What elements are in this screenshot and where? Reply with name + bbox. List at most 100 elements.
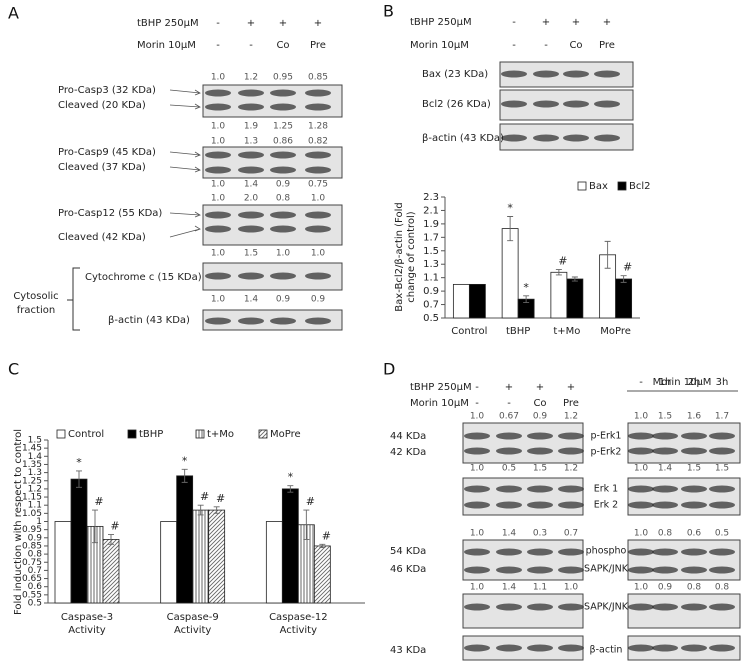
densitometry-value: 1.0 xyxy=(311,249,326,259)
blot-label: Cleaved (37 KDa) xyxy=(58,162,146,173)
blot xyxy=(627,593,741,629)
blot-band xyxy=(628,447,654,455)
densitometry-value: 1.0 xyxy=(470,529,485,539)
blot-band xyxy=(628,432,654,440)
blot-band xyxy=(305,166,331,174)
blot-band xyxy=(709,603,735,611)
blot-band xyxy=(652,447,678,455)
blot-band xyxy=(533,100,559,108)
densitometry-value: 1.4 xyxy=(244,180,259,190)
densitometry-value: 0.9 xyxy=(533,412,548,422)
lane-label: Co xyxy=(533,398,546,409)
densitometry-value: 1.5 xyxy=(715,464,729,474)
blot-band xyxy=(305,211,331,219)
lane-label: 1h xyxy=(659,377,672,388)
error-bar xyxy=(213,506,220,514)
bar xyxy=(70,478,88,604)
lane-label: Pre xyxy=(563,398,579,409)
bracket xyxy=(67,267,80,331)
densitometry-value: 0.86 xyxy=(273,137,293,147)
error-bar xyxy=(76,470,82,488)
densitometry-value: 0.9 xyxy=(311,295,326,305)
error-bar xyxy=(92,509,98,544)
blot-band xyxy=(527,432,553,440)
legend-swatch xyxy=(258,429,268,439)
blot-band xyxy=(563,100,589,108)
error-bar xyxy=(181,468,188,483)
kda-label: 42 KDa xyxy=(390,447,426,458)
densitometry-value: 1.0 xyxy=(211,137,226,147)
densitometry-value: 0.5 xyxy=(715,529,729,539)
y-tick-label: 1.7 xyxy=(423,232,439,243)
annotation: # xyxy=(306,495,315,508)
lane-label: - xyxy=(544,40,548,51)
arrow xyxy=(169,166,201,173)
densitometry-value: 1.5 xyxy=(687,464,701,474)
annotation: * xyxy=(523,281,529,294)
densitometry-value: 0.8 xyxy=(687,583,702,593)
kda-label: 43 KDa xyxy=(390,645,426,656)
blot-band xyxy=(628,566,654,574)
blot-band xyxy=(652,501,678,509)
lane-label: - xyxy=(475,382,479,393)
densitometry-value: 1.5 xyxy=(658,412,672,422)
lane-label: + xyxy=(247,18,255,29)
blot-label: Erk 2 xyxy=(594,500,618,511)
densitometry-value: 1.0 xyxy=(211,180,226,190)
y-tick-label: 0.65 xyxy=(22,574,42,584)
blot-band xyxy=(238,103,264,111)
blot-band xyxy=(205,225,231,233)
blot-label: Erk 1 xyxy=(594,484,618,495)
blot-label: Bax (23 KDa) xyxy=(422,69,488,80)
densitometry-value: 1.0 xyxy=(211,295,226,305)
y-tick-label: 1.1 xyxy=(28,501,42,511)
y-tick-label: 0.6 xyxy=(28,582,43,592)
blot-band xyxy=(681,644,707,652)
kda-label: 54 KDa xyxy=(390,546,426,557)
blot-band xyxy=(464,447,490,455)
y-tick-label: 1.2 xyxy=(28,484,42,494)
blot-band xyxy=(270,272,296,280)
panel-label: C xyxy=(8,360,19,379)
bar xyxy=(452,283,470,319)
blot-band xyxy=(594,100,620,108)
blot-label: SAPK/JNK xyxy=(584,564,629,575)
blot-band xyxy=(628,501,654,509)
blot-band xyxy=(652,548,678,556)
lane-label: + xyxy=(567,382,575,393)
blot xyxy=(627,422,741,464)
blot-band xyxy=(558,485,584,493)
blot-band xyxy=(496,644,522,652)
blot-band xyxy=(558,566,584,574)
blot-band xyxy=(238,272,264,280)
treatment-label: tBHP 250μM xyxy=(137,18,199,29)
blot-band xyxy=(501,134,527,142)
densitometry-value: 1.6 xyxy=(687,412,702,422)
blot-band xyxy=(563,134,589,142)
blot-band xyxy=(270,89,296,97)
blot-band xyxy=(270,211,296,219)
annotation: # xyxy=(322,529,331,542)
blot-band xyxy=(558,548,584,556)
blot-band xyxy=(205,103,231,111)
bar xyxy=(313,545,331,604)
legend-label: t+Mo xyxy=(207,429,234,440)
lane-label: - xyxy=(216,40,220,51)
blot-band xyxy=(496,485,522,493)
blot-band xyxy=(681,603,707,611)
bar xyxy=(102,539,120,604)
blot-band xyxy=(527,501,553,509)
blot-label: p-Erk2 xyxy=(591,447,622,458)
lane-label: + xyxy=(603,17,611,28)
arrow xyxy=(169,103,201,110)
blot-band xyxy=(501,100,527,108)
blot-band xyxy=(709,548,735,556)
lane-label: + xyxy=(505,382,513,393)
blot-label: Cleaved (42 KDa) xyxy=(58,232,146,243)
y-tick-label: 0.8 xyxy=(28,550,43,560)
annotation: * xyxy=(182,454,188,467)
blot-band xyxy=(652,603,678,611)
densitometry-value: 0.9 xyxy=(276,180,291,190)
legend-swatch xyxy=(127,429,137,439)
blot-band xyxy=(205,166,231,174)
